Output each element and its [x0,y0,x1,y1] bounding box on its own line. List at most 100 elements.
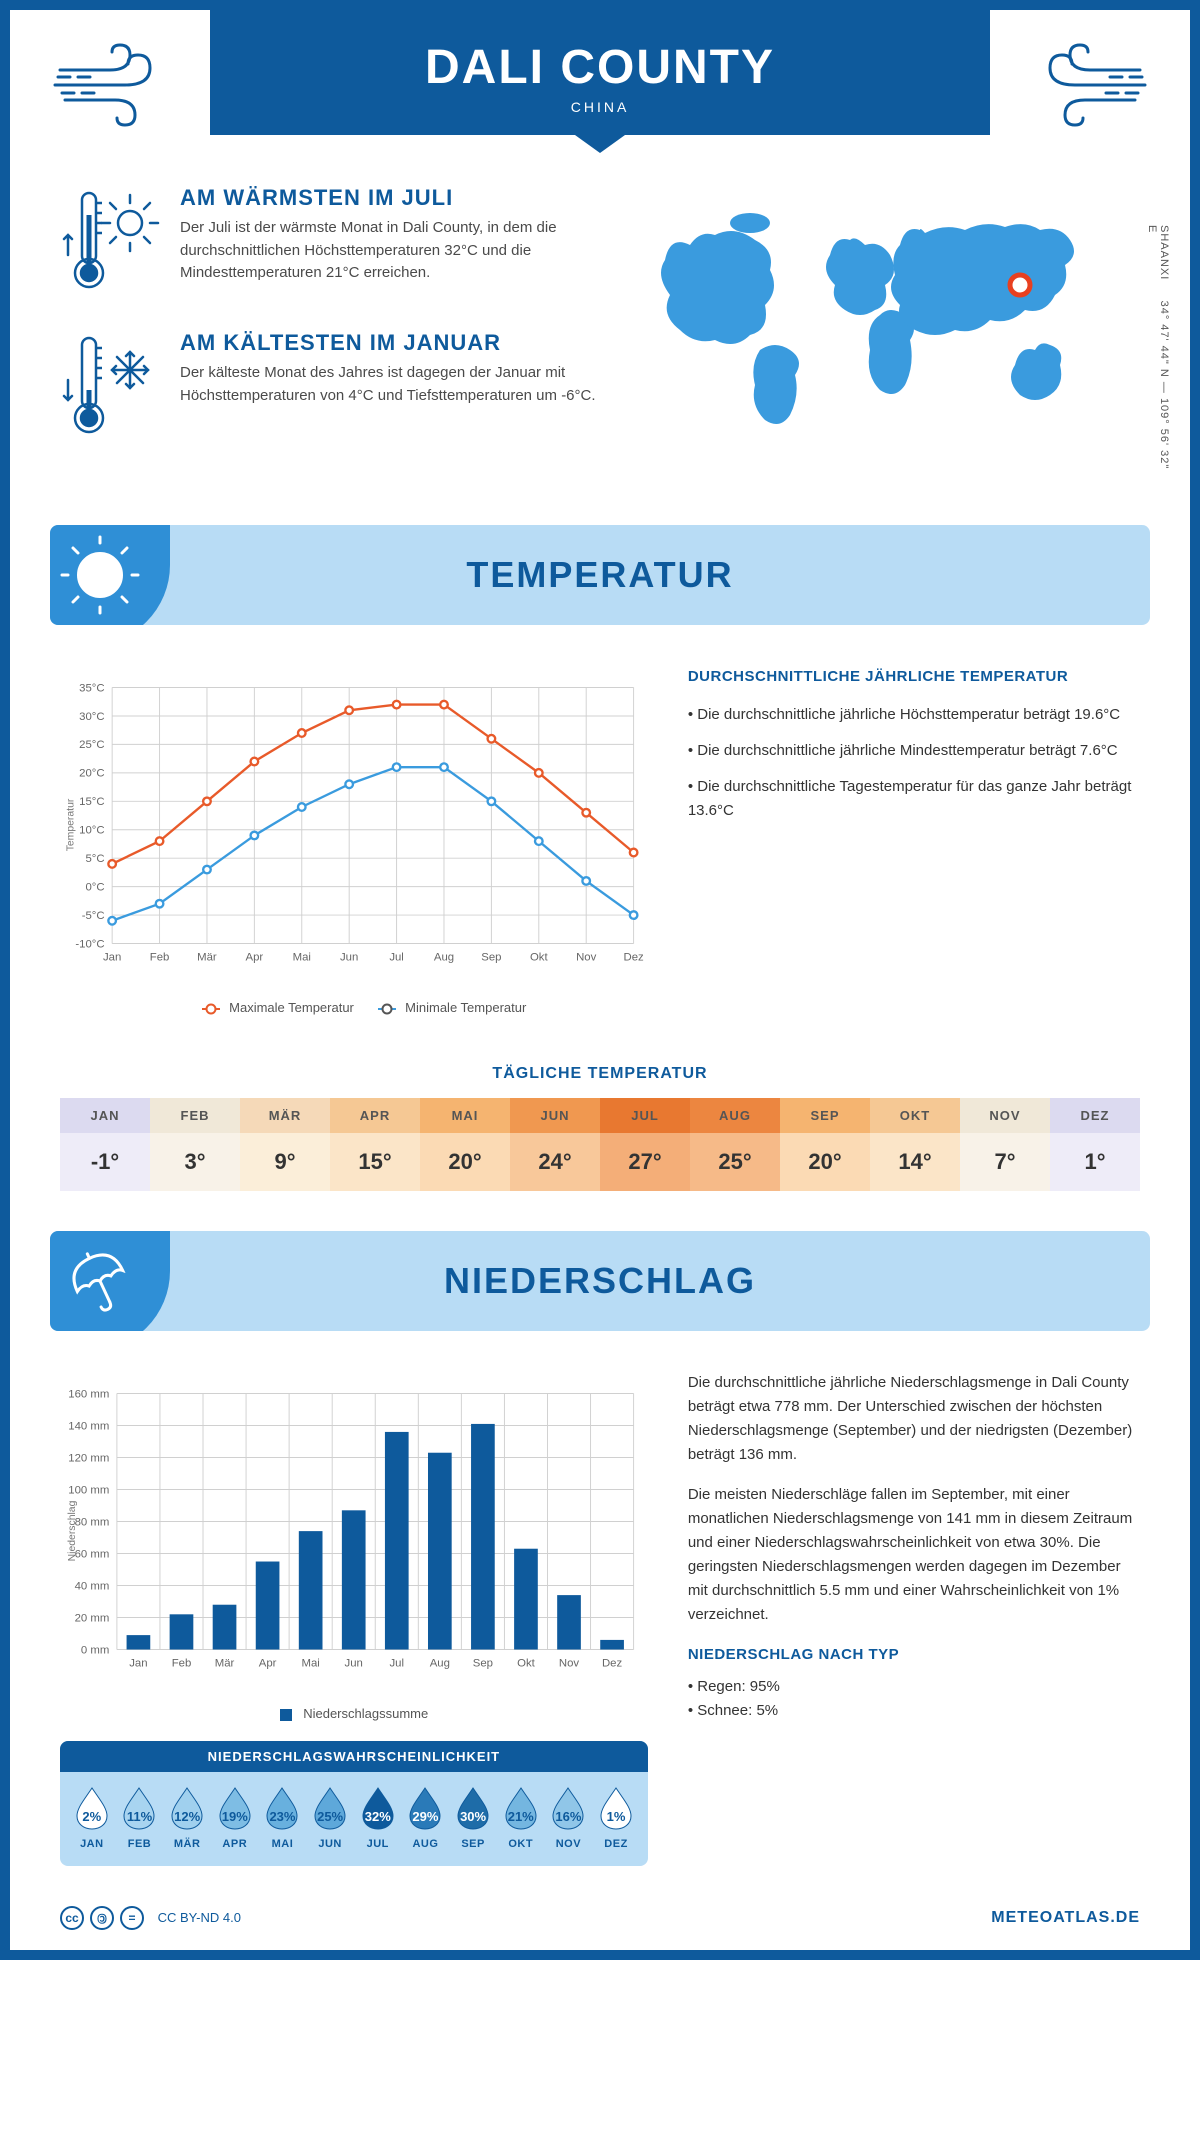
intro-facts: AM WÄRMSTEN IM JULI Der Juli ist der wär… [60,185,610,475]
cc-icon: cc🄯= [60,1906,144,1930]
daily-month-label: JUN [510,1098,600,1133]
prob-month-label: JUL [354,1838,402,1850]
wind-icon [50,40,180,135]
prob-month-label: MAI [259,1838,307,1850]
svg-text:Nov: Nov [576,952,597,964]
world-map: SHAANXI 34° 47' 44" N — 109° 56' 32" E [640,185,1140,475]
page-title: DALI COUNTY [210,40,990,95]
svg-text:Dez: Dez [624,952,645,964]
prob-cell: 25% JUN [306,1786,354,1850]
daily-temp-value: 3° [150,1133,240,1191]
prob-month-label: NOV [545,1838,593,1850]
daily-cell: NOV 7° [960,1098,1050,1191]
daily-cell: AUG 25° [690,1098,780,1191]
daily-temp-value: 15° [330,1133,420,1191]
daily-cell: MAI 20° [420,1098,510,1191]
daily-cell: DEZ 1° [1050,1098,1140,1191]
svg-text:Niederschlag: Niederschlag [67,1500,78,1561]
daily-temp-value: 20° [780,1133,870,1191]
daily-cell: FEB 3° [150,1098,240,1191]
temp-bullet: • Die durchschnittliche jährliche Höchst… [688,703,1140,727]
prob-row: 2% JAN 11% FEB 12% MÄR 19% APR 23% [60,1772,648,1850]
section-precip-banner: NIEDERSCHLAG [50,1231,1150,1331]
daily-month-label: APR [330,1098,420,1133]
temperature-chart-row: -10°C-5°C0°C5°C10°C15°C20°C25°C30°C35°CJ… [10,625,1190,1035]
daily-cell: JAN -1° [60,1098,150,1191]
svg-text:-5°C: -5°C [82,910,105,922]
daily-month-label: SEP [780,1098,870,1133]
daily-month-label: JUL [600,1098,690,1133]
fact-warm-title: AM WÄRMSTEN IM JULI [180,185,610,211]
prob-pct-value: 19% [211,1809,259,1824]
svg-text:Mai: Mai [302,1658,320,1670]
daily-temp-value: 7° [960,1133,1050,1191]
prob-cell: 12% MÄR [163,1786,211,1850]
fact-cold-title: AM KÄLTESTEN IM JANUAR [180,330,610,356]
svg-text:0 mm: 0 mm [81,1644,109,1656]
svg-text:Dez: Dez [602,1658,623,1670]
daily-temp-value: 25° [690,1133,780,1191]
svg-text:Jul: Jul [390,1658,405,1670]
daily-month-label: FEB [150,1098,240,1133]
precip-snow: • Schnee: 5% [688,1699,1140,1723]
daily-month-label: DEZ [1050,1098,1140,1133]
svg-text:35°C: 35°C [79,682,104,694]
prob-cell: 11% FEB [116,1786,164,1850]
prob-cell: 32% JUL [354,1786,402,1850]
svg-text:Mai: Mai [293,952,311,964]
prob-month-label: FEB [116,1838,164,1850]
svg-text:80 mm: 80 mm [75,1516,110,1528]
license-label: CC BY-ND 4.0 [158,1910,241,1925]
svg-text:Jun: Jun [340,952,358,964]
svg-text:100 mm: 100 mm [68,1484,109,1496]
daily-temp-grid: JAN -1° FEB 3° MÄR 9° APR 15° MAI 20° JU… [60,1098,1140,1191]
page-subtitle: CHINA [210,99,990,115]
prob-pct-value: 25% [306,1809,354,1824]
svg-text:20°C: 20°C [79,768,104,780]
daily-month-label: MAI [420,1098,510,1133]
prob-pct-value: 2% [68,1809,116,1824]
daily-cell: APR 15° [330,1098,420,1191]
daily-month-label: JAN [60,1098,150,1133]
daily-month-label: MÄR [240,1098,330,1133]
coordinates: SHAANXI 34° 47' 44" N — 109° 56' 32" E [1146,225,1170,475]
prob-month-label: OKT [497,1838,545,1850]
svg-text:40 mm: 40 mm [75,1580,110,1592]
prob-month-label: APR [211,1838,259,1850]
temp-chart-legend: .legend-swatch:nth-of-type(1)::before{bo… [60,1000,648,1015]
umbrella-icon [50,1231,170,1331]
svg-text:Jul: Jul [389,952,404,964]
fact-coldest: AM KÄLTESTEN IM JANUAR Der kälteste Mona… [60,330,610,445]
prob-pct-value: 12% [163,1809,211,1824]
prob-month-label: SEP [449,1838,497,1850]
daily-month-label: AUG [690,1098,780,1133]
prob-pct-value: 29% [402,1809,450,1824]
fact-warm-text: Der Juli ist der wärmste Monat in Dali C… [180,217,610,285]
daily-temp-value: 1° [1050,1133,1140,1191]
intro-row: AM WÄRMSTEN IM JULI Der Juli ist der wär… [10,135,1190,505]
svg-text:Apr: Apr [259,1658,277,1670]
daily-temp-title: TÄGLICHE TEMPERATUR [10,1065,1190,1083]
prob-month-label: DEZ [592,1838,640,1850]
prob-cell: 2% JAN [68,1786,116,1850]
svg-text:Nov: Nov [559,1658,580,1670]
svg-text:20 mm: 20 mm [75,1612,110,1624]
prob-month-label: AUG [402,1838,450,1850]
temperature-line-chart: -10°C-5°C0°C5°C10°C15°C20°C25°C30°C35°CJ… [60,665,648,1015]
precip-p1: Die durchschnittliche jährliche Niedersc… [688,1371,1140,1467]
svg-text:Temperatur: Temperatur [65,798,76,851]
prob-pct-value: 1% [592,1809,640,1824]
region-label: SHAANXI [1158,225,1170,280]
svg-text:120 mm: 120 mm [68,1452,109,1464]
svg-text:Feb: Feb [150,952,170,964]
daily-cell: MÄR 9° [240,1098,330,1191]
precip-side-text: Die durchschnittliche jährliche Niedersc… [688,1371,1140,1866]
temp-side-heading: DURCHSCHNITTLICHE JÄHRLICHE TEMPERATUR [688,665,1140,689]
prob-pct-value: 11% [116,1809,164,1824]
daily-temp-value: 9° [240,1133,330,1191]
lat-label: 34° 47' 44" N [1158,301,1170,378]
daily-cell: JUL 27° [600,1098,690,1191]
svg-text:Aug: Aug [430,1658,450,1670]
svg-text:Sep: Sep [473,1658,493,1670]
sun-icon [50,525,170,625]
